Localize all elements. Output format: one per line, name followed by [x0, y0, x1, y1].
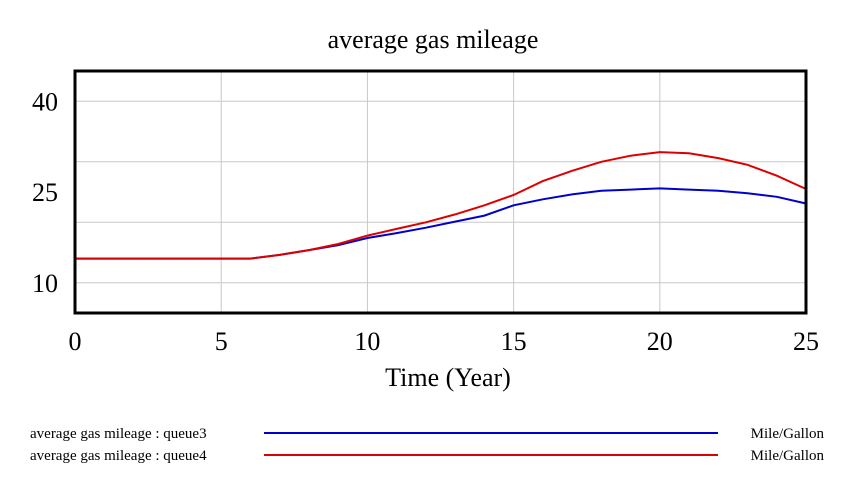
series-line-2 — [75, 151, 807, 260]
x-axis-label: Time (Year) — [385, 363, 511, 392]
plot-frame — [73, 69, 808, 315]
legend-label-2: average gas mileage : queue4 — [30, 448, 207, 464]
legend-unit-2: Mile/Gallon — [751, 448, 825, 464]
series-line-1 — [75, 187, 807, 260]
x-tick-label: 5 — [215, 327, 228, 356]
legend-unit-1: Mile/Gallon — [751, 426, 825, 442]
y-tick-label: 25 — [32, 178, 58, 207]
legend-label-1: average gas mileage : queue3 — [30, 426, 207, 442]
x-tick-label: 20 — [647, 327, 673, 356]
y-axis-ticks: 10 25 40 — [32, 87, 58, 298]
x-tick-label: 15 — [501, 327, 527, 356]
x-tick-label: 10 — [354, 327, 380, 356]
grid — [75, 71, 806, 313]
x-tick-label: 0 — [69, 327, 82, 356]
chart-title: average gas mileage — [328, 25, 539, 54]
plot-lines — [75, 151, 807, 260]
y-tick-label: 40 — [32, 87, 58, 116]
legend: average gas mileage : queue3 Mile/Gallon a… — [30, 426, 824, 464]
y-tick-label: 10 — [32, 269, 58, 298]
x-axis-ticks: 0 5 10 15 20 25 — [69, 327, 820, 356]
x-tick-label: 25 — [793, 327, 819, 356]
